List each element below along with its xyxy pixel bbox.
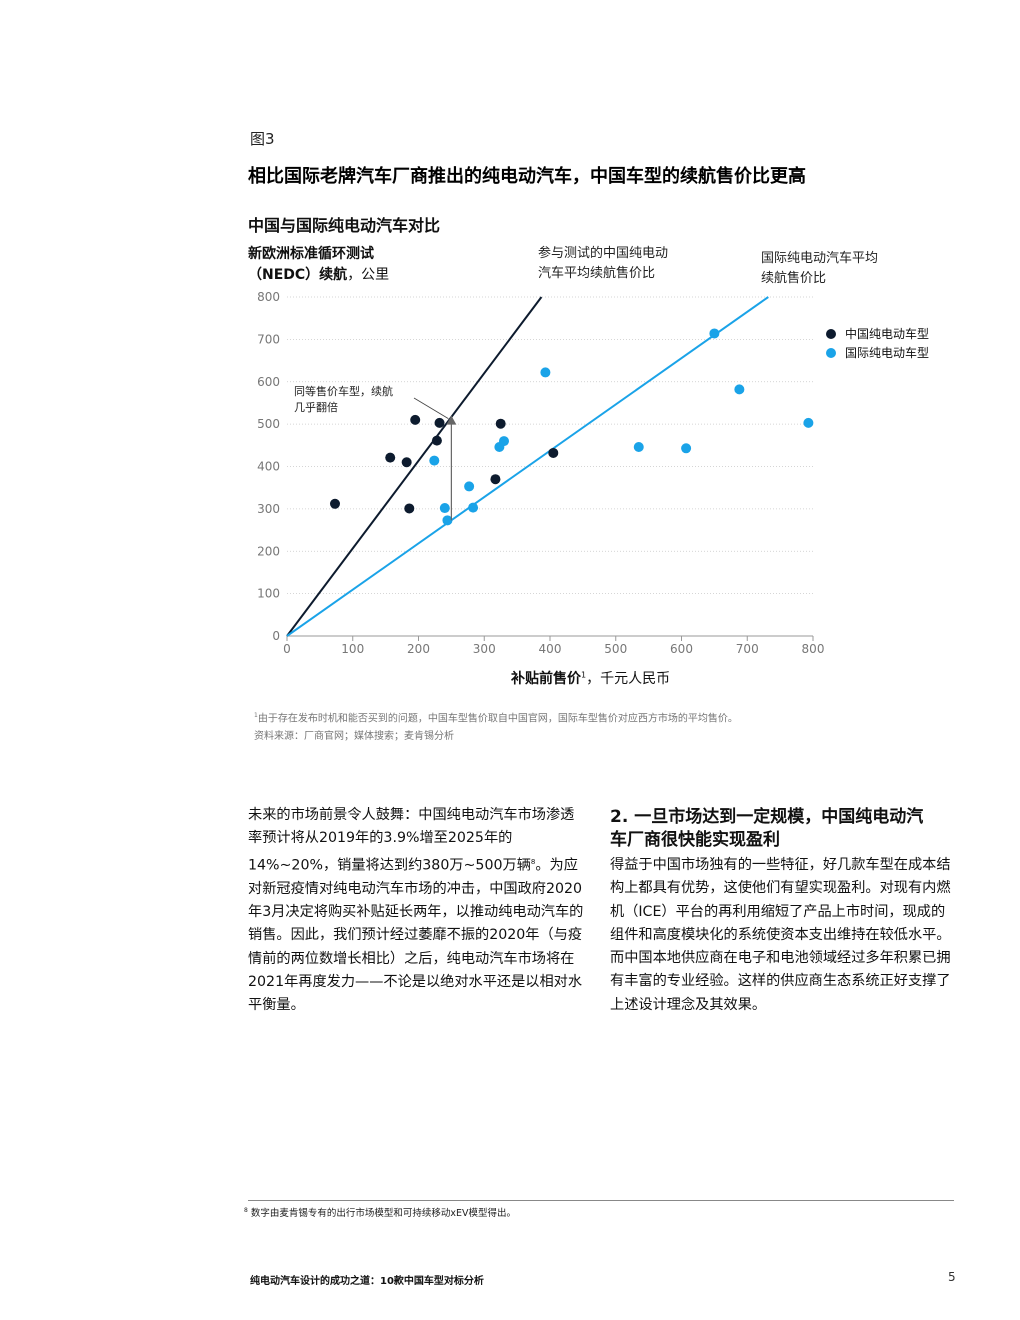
y-tick-label-600: 600 xyxy=(257,375,280,389)
annotation-double-1: 同等售价车型，续航 xyxy=(294,385,393,398)
x-axis-label-sup: 1 xyxy=(581,670,587,680)
data-point-s1-8 xyxy=(633,442,644,453)
footer-title: 纯电动汽车设计的成功之道：10款中国车型对标分析 xyxy=(250,1276,484,1287)
x-tick-label-700: 700 xyxy=(736,642,759,656)
y-axis-label-line2-bold: （NEDC）续航 xyxy=(248,267,348,283)
data-point-s1-1 xyxy=(439,503,450,514)
paragraph-left: 未来的市场前景令人鼓舞：中国纯电动汽车市场渗透率预计将从2019年的3.9%增至… xyxy=(248,804,588,1017)
page-footnote-sup: 8 xyxy=(244,1206,248,1214)
y-tick-label-0: 0 xyxy=(272,629,280,643)
data-point-s1-11 xyxy=(734,384,745,395)
annotation-china-line-1: 参与测试的中国纯电动 xyxy=(538,246,669,261)
data-point-s0-8 xyxy=(490,474,501,485)
figure-label: 图3 xyxy=(250,130,275,148)
x-tick-label-500: 500 xyxy=(604,642,627,656)
legend-item-intl: 国际纯电动车型 xyxy=(826,344,929,361)
arrow-layer xyxy=(413,397,457,521)
y-tick-label-400: 400 xyxy=(257,460,280,474)
x-tick-label-800: 800 xyxy=(802,642,825,656)
chart-footnote: 由于存在发布时机和能否买到的问题，中国车型售价取自中国官网，国际车型售价对应西方… xyxy=(257,713,738,725)
y-tick-label-300: 300 xyxy=(257,502,280,516)
chart-source: 资料来源：厂商官网；媒体搜索；麦肯锡分析 xyxy=(254,731,454,743)
data-point-s1-7 xyxy=(540,367,551,378)
y-axis-label: 新欧洲标准循环测试 （NEDC）续航，公里 xyxy=(248,244,389,286)
paragraph-left-part1: 未来的市场前景令人鼓舞：中国纯电动汽车市场渗透率预计将从2019年的3.9%增至… xyxy=(248,807,575,874)
annotation-leader-line xyxy=(413,397,449,419)
trend-line-layer xyxy=(286,296,769,637)
annotation-china-line: 参与测试的中国纯电动 汽车平均续航售价比 xyxy=(538,244,668,284)
y-tick-label-800: 800 xyxy=(257,290,280,304)
paragraph-right: 得益于中国市场独有的一些特征，好几款车型在成本结构上都具有优势，这使他们有望实现… xyxy=(610,857,951,1013)
annotation-china-line-2: 汽车平均续航售价比 xyxy=(538,266,656,281)
data-point-s1-10 xyxy=(709,328,720,339)
y-tick-label-200: 200 xyxy=(257,544,280,558)
data-point-s0-2 xyxy=(401,457,412,468)
y-tick-label-100: 100 xyxy=(257,587,280,601)
x-tick-label-600: 600 xyxy=(670,642,693,656)
paragraph-left-part2: 。为应对新冠疫情对纯电动汽车市场的冲击，中国政府2020年3月决定将购买补贴延长… xyxy=(248,857,584,1014)
data-point-s0-5 xyxy=(431,435,442,446)
trend-line-1 xyxy=(286,296,769,637)
data-point-s1-2 xyxy=(442,515,453,526)
annotation-double-2: 几乎翻倍 xyxy=(294,401,338,414)
grid-layer xyxy=(287,296,813,594)
chart-title: 中国与国际纯电动汽车对比 xyxy=(248,216,441,235)
scatter-chart: 0 100 200 300 400 500 600 700 800 0 100 200 300 400 50… xyxy=(257,290,824,656)
data-point-s0-6 xyxy=(434,417,445,428)
data-point-s1-12 xyxy=(803,417,814,428)
data-point-s1-4 xyxy=(468,502,479,513)
x-axis-label-unit: ，千元人民币 xyxy=(586,671,671,687)
x-tick-label-0: 0 xyxy=(283,642,291,656)
y-tick-label-500: 500 xyxy=(257,417,280,431)
y-axis-label-unit: ，公里 xyxy=(347,267,390,283)
data-point-s0-3 xyxy=(410,414,421,425)
data-point-s0-1 xyxy=(385,452,396,463)
annotation-intl-line-2: 续航售价比 xyxy=(761,271,827,286)
data-point-s0-7 xyxy=(495,418,506,429)
data-point-s1-9 xyxy=(681,443,692,454)
x-tick-label-400: 400 xyxy=(539,642,562,656)
legend-swatch-china xyxy=(826,328,836,339)
x-tick-label-100: 100 xyxy=(341,642,364,656)
section-heading: 2. 一旦市场达到一定规模，中国纯电动汽车厂商很快能实现盈利 xyxy=(610,807,924,850)
trend-line-0 xyxy=(286,296,543,637)
y-axis-label-line1: 新欧洲标准循环测试 xyxy=(248,246,374,262)
figure-title: 相比国际老牌汽车厂商推出的纯电动汽车，中国车型的续航售价比更高 xyxy=(248,166,806,187)
data-point-s0-4 xyxy=(404,503,415,514)
y-tick-label-700: 700 xyxy=(257,332,280,346)
x-axis-label: 补贴前售价1，千元人民币 xyxy=(511,668,670,688)
annotation-intl-line-1: 国际纯电动汽车平均 xyxy=(761,251,879,266)
data-point-s0-0 xyxy=(329,498,340,509)
annotation-intl-line: 国际纯电动汽车平均 续航售价比 xyxy=(761,249,878,289)
legend-swatch-intl xyxy=(826,347,836,358)
data-point-s1-0 xyxy=(429,455,440,466)
x-tick-label-200: 200 xyxy=(407,642,430,656)
x-axis-label-bold: 补贴前售价 xyxy=(511,671,581,687)
footnote-divider xyxy=(248,1200,954,1201)
page-footnote-text: 数字由麦肯锡专有的出行市场模型和可持续移动xEV模型得出。 xyxy=(250,1208,516,1219)
x-tick-label-300: 300 xyxy=(473,642,496,656)
legend-item-china: 中国纯电动车型 xyxy=(826,325,929,342)
data-point-s1-6 xyxy=(498,436,509,447)
point-layer xyxy=(329,328,814,526)
chart-notes: 1由于存在发布时机和能否买到的问题，中国车型售价取自中国官网，国际车型售价对应西… xyxy=(254,707,738,746)
page-footnote: 8 数字由麦肯锡专有的出行市场模型和可持续移动xEV模型得出。 xyxy=(244,1205,516,1219)
legend-label-intl: 国际纯电动车型 xyxy=(845,346,930,360)
legend-label-china: 中国纯电动车型 xyxy=(845,327,930,341)
axis-layer: 0 100 200 300 400 500 600 700 800 0 100 200 300 400 50… xyxy=(257,290,824,656)
data-point-s1-3 xyxy=(464,481,475,492)
paragraph-left-sup: 8 xyxy=(530,857,536,866)
chart-footnote-sup: 1 xyxy=(254,712,258,719)
data-point-s0-9 xyxy=(548,447,559,458)
range-arrow-head xyxy=(446,415,457,425)
page-number: 5 xyxy=(948,1270,956,1284)
annotation-double-range: 同等售价车型，续航 几乎翻倍 xyxy=(294,384,393,416)
